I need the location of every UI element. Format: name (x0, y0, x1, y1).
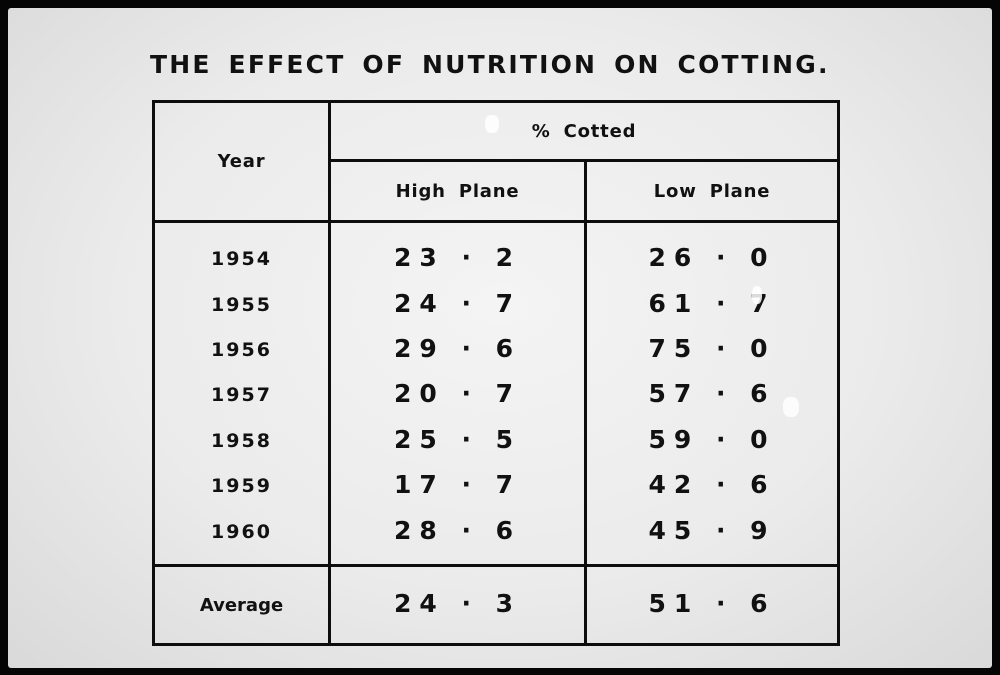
film-speck (783, 397, 799, 417)
average-high: 24 · 3 (393, 588, 522, 618)
row-year: 1956 (211, 339, 272, 361)
row-year: 1959 (211, 475, 272, 497)
row-high: 28 · 6 (393, 515, 522, 545)
divider-planes (584, 159, 587, 643)
slide-frame: THE EFFECT OF NUTRITION ON COTTING. Year… (8, 8, 992, 668)
divider-group-header (328, 159, 837, 162)
row-year: 1955 (211, 294, 272, 316)
film-speck (485, 115, 499, 133)
divider-header (155, 220, 837, 223)
header-high-plane: High Plane (395, 180, 520, 202)
row-year: 1954 (211, 248, 272, 270)
row-low: 42 · 6 (648, 469, 776, 499)
row-low: 59 · 0 (648, 424, 776, 454)
header-percent-cotted: % Cotted (531, 120, 637, 142)
row-low: 75 · 0 (648, 333, 776, 363)
row-high: 24 · 7 (393, 288, 522, 318)
row-high: 20 · 7 (393, 378, 522, 408)
row-low: 57 · 6 (648, 378, 776, 408)
header-year: Year (217, 151, 266, 172)
row-low: 61 · 7 (648, 288, 776, 318)
average-low: 51 · 6 (648, 588, 776, 618)
row-high: 25 · 5 (393, 424, 522, 454)
header-low-plane: Low Plane (653, 180, 771, 202)
row-high: 29 · 6 (393, 333, 522, 363)
row-year: 1960 (211, 521, 272, 543)
row-low: 45 · 9 (648, 515, 776, 545)
film-speck (752, 286, 762, 304)
data-table: Year % Cotted High Plane Low Plane 1954 … (152, 100, 840, 646)
row-year: 1957 (211, 384, 272, 406)
row-low: 26 · 0 (648, 242, 776, 272)
slide-title: THE EFFECT OF NUTRITION ON COTTING. (150, 50, 830, 79)
row-year: 1958 (211, 430, 272, 452)
average-label: Average (199, 594, 284, 616)
divider-year (328, 103, 331, 643)
row-high: 23 · 2 (393, 242, 522, 272)
divider-average (155, 564, 837, 567)
row-high: 17 · 7 (393, 469, 522, 499)
